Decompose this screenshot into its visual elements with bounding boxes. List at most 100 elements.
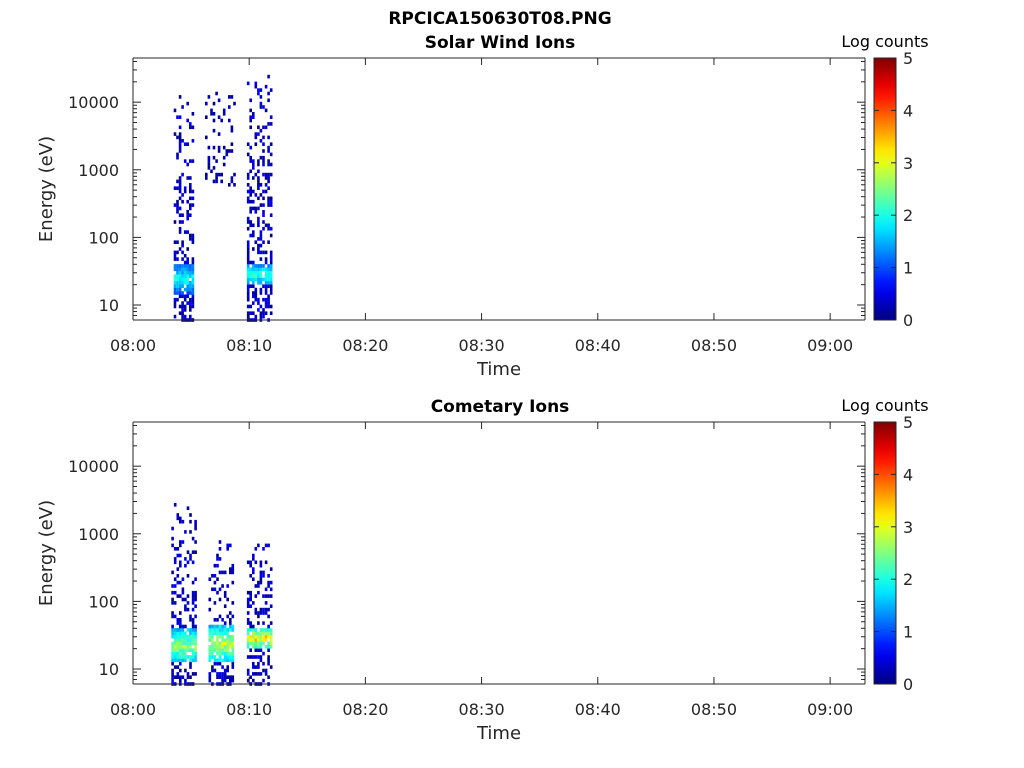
heatmap-cell — [226, 645, 229, 649]
heatmap-cell — [186, 213, 189, 217]
heatmap-cell — [226, 675, 229, 679]
heatmap-cell — [249, 304, 252, 309]
heatmap-cell — [191, 287, 195, 292]
heatmap-cell — [218, 628, 222, 632]
heatmap-cell — [176, 250, 179, 255]
heatmap-cell — [249, 233, 252, 238]
heatmap-cell — [230, 176, 234, 180]
heatmap-cell — [181, 655, 185, 659]
heatmap-cell — [186, 641, 190, 646]
heatmap-cell — [178, 267, 182, 272]
heatmap-cell — [267, 634, 270, 639]
x-tick-label: 09:00 — [807, 336, 853, 355]
heatmap-cell — [183, 308, 187, 312]
heatmap-cell — [230, 142, 234, 146]
heatmap-cell — [264, 125, 268, 130]
heatmap-cell — [254, 634, 258, 639]
x-tick-label: 08:00 — [110, 700, 156, 719]
heatmap-cell — [181, 281, 184, 285]
heatmap-cell — [191, 624, 195, 629]
heatmap-cell — [221, 675, 224, 679]
heatmap-cell — [259, 183, 263, 187]
heatmap-cell — [205, 135, 208, 140]
heatmap-cell — [264, 594, 268, 598]
heatmap-cell — [173, 314, 177, 319]
x-tick-label: 09:00 — [807, 700, 853, 719]
heatmap-cell — [249, 638, 252, 642]
heatmap-cell — [189, 237, 192, 241]
heatmap-cell — [231, 655, 235, 659]
heatmap-cell — [269, 587, 273, 592]
heatmap-cell — [179, 611, 182, 615]
heatmap-cell — [257, 125, 260, 130]
heatmap-cell — [179, 641, 182, 646]
heatmap-cell — [189, 557, 192, 561]
colorbar-tick-label: 1 — [903, 259, 913, 278]
heatmap-cell — [246, 254, 250, 258]
heatmap-cell — [194, 658, 197, 663]
x-tick-label: 08:50 — [691, 336, 737, 355]
heatmap-cell — [249, 621, 252, 625]
heatmap-cell — [171, 526, 174, 531]
heatmap-cell — [246, 274, 250, 278]
heatmap-cell — [171, 590, 174, 595]
heatmap-cell — [189, 264, 192, 268]
heatmap-cell — [184, 668, 187, 673]
heatmap-cell — [176, 297, 179, 302]
heatmap-cell — [176, 240, 179, 244]
heatmap-cell — [218, 540, 222, 544]
heatmap-cell — [191, 634, 195, 639]
heatmap-cell — [264, 274, 268, 278]
heatmap-cell — [171, 675, 174, 679]
x-tick-label: 08:30 — [459, 700, 505, 719]
heatmap-cell — [269, 213, 273, 217]
heatmap-cell — [217, 98, 221, 103]
heatmap-cell — [173, 651, 177, 656]
heatmap-cell — [231, 638, 235, 642]
heatmap-cell — [213, 645, 217, 649]
heatmap-cell — [262, 125, 265, 130]
heatmap-cell — [269, 284, 273, 288]
heatmap-cell — [178, 287, 182, 292]
heatmap-cell — [225, 152, 229, 157]
heatmap-cell — [218, 547, 222, 551]
heatmap-cell — [231, 645, 235, 649]
heatmap-cell — [246, 621, 250, 625]
heatmap-cell — [194, 641, 197, 646]
heatmap-cell — [176, 270, 179, 275]
heatmap-cell — [254, 142, 258, 146]
heatmap-cell — [257, 655, 260, 659]
heatmap-cell — [215, 91, 218, 96]
heatmap-cell — [246, 260, 250, 265]
x-tick-label: 08:20 — [342, 336, 388, 355]
heatmap-cell — [264, 311, 268, 315]
heatmap-cell — [259, 311, 263, 315]
heatmap-cell — [269, 270, 273, 275]
heatmap-cell — [171, 658, 174, 663]
heatmap-cell — [212, 179, 216, 184]
heatmap-cell — [267, 264, 270, 268]
heatmap-cell — [178, 125, 182, 130]
heatmap-cell — [178, 226, 182, 231]
heatmap-cell — [262, 628, 265, 632]
heatmap-cell — [229, 624, 232, 629]
heatmap-cell — [183, 230, 187, 234]
heatmap-cell — [186, 216, 189, 221]
x-tick-label: 08:50 — [691, 700, 737, 719]
heatmap-cell — [262, 594, 265, 598]
heatmap-cell — [181, 314, 184, 319]
heatmap-cell — [221, 584, 224, 588]
heatmap-cell — [264, 172, 268, 177]
heatmap-cell — [231, 675, 235, 679]
heatmap-cell — [267, 294, 270, 299]
heatmap-cell — [267, 614, 270, 619]
heatmap-cell — [178, 291, 182, 295]
heatmap-cell — [259, 672, 263, 676]
heatmap-cell — [257, 590, 260, 595]
heatmap-cell — [186, 264, 189, 268]
heatmap-cell — [176, 277, 179, 282]
y-axis-label: Energy (eV) — [36, 136, 57, 242]
heatmap-cell — [246, 311, 250, 315]
heatmap-cell — [216, 624, 219, 629]
heatmap-cell — [183, 260, 187, 265]
